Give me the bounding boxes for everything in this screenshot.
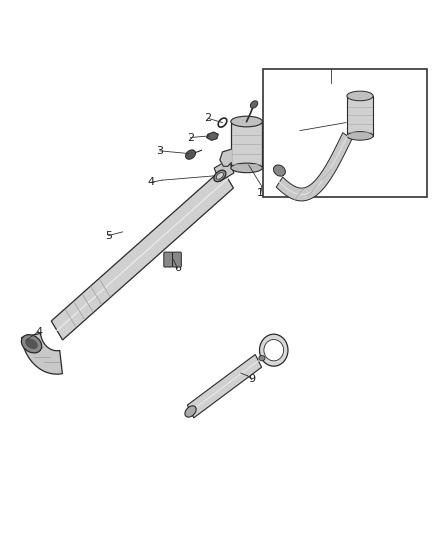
Polygon shape — [207, 132, 218, 140]
Ellipse shape — [231, 116, 262, 127]
Ellipse shape — [231, 163, 262, 173]
Polygon shape — [187, 354, 261, 418]
Polygon shape — [220, 149, 231, 166]
Ellipse shape — [259, 334, 288, 366]
Text: 6: 6 — [174, 263, 181, 273]
Ellipse shape — [216, 173, 223, 179]
Ellipse shape — [214, 170, 226, 182]
Ellipse shape — [273, 165, 286, 176]
Text: 3: 3 — [156, 146, 163, 156]
Text: 8: 8 — [297, 126, 304, 135]
Text: 9: 9 — [248, 375, 255, 384]
Ellipse shape — [259, 356, 265, 361]
Text: 7: 7 — [327, 78, 334, 87]
Polygon shape — [51, 169, 233, 340]
FancyBboxPatch shape — [173, 252, 181, 267]
FancyBboxPatch shape — [231, 123, 262, 168]
Text: 4: 4 — [35, 327, 42, 336]
Polygon shape — [276, 133, 352, 201]
Ellipse shape — [185, 406, 196, 417]
Ellipse shape — [264, 340, 284, 361]
Text: 2: 2 — [205, 114, 212, 123]
Polygon shape — [21, 334, 62, 374]
Ellipse shape — [21, 335, 42, 353]
Ellipse shape — [251, 101, 258, 108]
FancyBboxPatch shape — [347, 96, 373, 136]
Ellipse shape — [347, 132, 373, 140]
Ellipse shape — [347, 91, 373, 101]
Bar — [263, 69, 427, 197]
Text: 2: 2 — [187, 133, 194, 142]
Ellipse shape — [25, 338, 38, 349]
Polygon shape — [214, 159, 234, 182]
Text: 1: 1 — [257, 188, 264, 198]
FancyBboxPatch shape — [164, 252, 173, 267]
Text: 4: 4 — [148, 177, 155, 187]
Text: 5: 5 — [105, 231, 112, 240]
Ellipse shape — [186, 150, 195, 159]
